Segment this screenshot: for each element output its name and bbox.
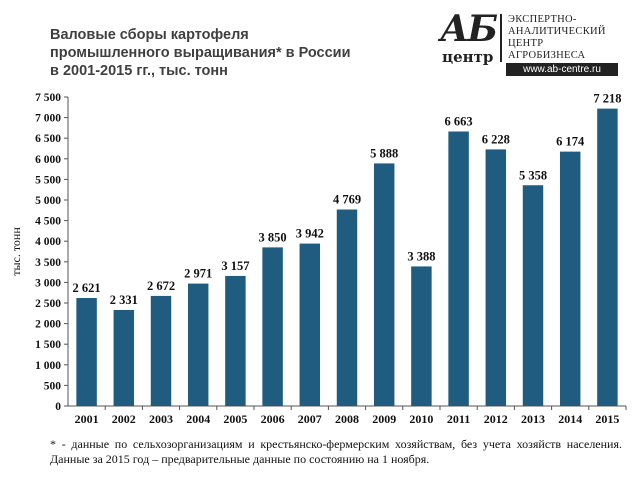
bar xyxy=(373,163,395,406)
chart-title: Валовые сборы картофеля промышленного вы… xyxy=(50,26,380,80)
bar xyxy=(225,275,246,406)
x-tick-label: 2001 xyxy=(75,412,99,426)
x-tick-label: 2005 xyxy=(223,412,247,426)
y-tick-label: 500 xyxy=(44,380,62,392)
y-tick-label: 4 000 xyxy=(35,236,61,248)
bar xyxy=(559,151,581,406)
x-tick-label: 2008 xyxy=(335,412,359,426)
y-tick-label: 5 000 xyxy=(35,195,61,207)
logo-line-4: АГРОБИЗНЕСА xyxy=(508,50,586,61)
bar-value-label: 2 331 xyxy=(110,293,138,307)
logo-line-1: ЭКСПЕРТНО- xyxy=(508,14,577,25)
bar-value-label: 7 218 xyxy=(593,92,621,106)
bar xyxy=(522,185,544,406)
logo-line-3: ЦЕНТР xyxy=(508,38,544,49)
bar-chart: 0 500 1 000 1 500 2 000 2 500 3 000 3 500 4 000 4… xyxy=(9,92,627,426)
bar xyxy=(187,283,209,406)
bar xyxy=(299,243,321,406)
x-tick-label: 2007 xyxy=(298,412,322,426)
chart-title-line-1: Валовые сборы картофеля xyxy=(50,27,249,43)
bar-value-label: 2 621 xyxy=(73,281,101,295)
x-tick-label: 2012 xyxy=(484,412,508,426)
x-tick-label: 2002 xyxy=(112,412,136,426)
bar xyxy=(448,131,469,406)
bar xyxy=(150,295,172,406)
ab-centre-logo: АБ центр ЭКСПЕРТНО- АНАЛИТИЧЕСКИЙ ЦЕНТР … xyxy=(436,8,626,76)
chart-title-line-3: в 2001-2015 гг., тыс. тонн xyxy=(50,63,228,79)
y-axis-title: тыс. тонн xyxy=(9,227,23,276)
y-tick-label: 5 500 xyxy=(35,174,61,186)
x-tick-label: 2013 xyxy=(521,412,545,426)
y-tick-label: 2 500 xyxy=(35,298,61,310)
y-tick-label: 3 500 xyxy=(35,257,61,269)
x-tick-label: 2003 xyxy=(149,412,173,426)
bar-value-label: 6 228 xyxy=(482,132,510,146)
footnote: * - данные по сельхозорганизациям и крес… xyxy=(50,437,622,466)
logo-mark-sub: центр xyxy=(442,48,494,66)
bar xyxy=(262,247,283,406)
logo-separator xyxy=(500,14,502,62)
bar xyxy=(76,298,97,406)
y-tick-label: 0 xyxy=(55,401,61,413)
bar-value-label: 3 942 xyxy=(296,227,324,241)
y-tick-label: 7 500 xyxy=(35,92,61,104)
bar xyxy=(113,309,135,406)
y-tick-label: 6 000 xyxy=(35,154,61,166)
x-tick-label: 2015 xyxy=(595,412,619,426)
bar xyxy=(336,209,358,406)
y-tick-label: 1 000 xyxy=(35,360,61,372)
x-tick-label: 2006 xyxy=(261,412,285,426)
bar-value-label: 4 769 xyxy=(333,193,361,207)
bar-value-label: 3 850 xyxy=(259,230,287,244)
x-tick-label: 2010 xyxy=(409,412,433,426)
bar-value-label: 6 663 xyxy=(445,114,473,128)
logo-text: ЭКСПЕРТНО- АНАЛИТИЧЕСКИЙ ЦЕНТР АГРОБИЗНЕ… xyxy=(508,14,606,62)
y-tick-label: 7 000 xyxy=(35,113,61,125)
bar-value-label: 5 358 xyxy=(519,168,547,182)
x-tick-label: 2009 xyxy=(372,412,396,426)
y-tick-label: 4 500 xyxy=(35,216,61,228)
y-tick-label: 1 500 xyxy=(35,339,61,351)
bar-value-label: 5 888 xyxy=(370,146,398,160)
chart-title-line-2: промышленного выращивания* в России xyxy=(50,45,351,61)
x-tick-label: 2011 xyxy=(447,412,470,426)
logo-line-2: АНАЛИТИЧЕСКИЙ xyxy=(508,26,606,37)
x-tick-label: 2004 xyxy=(186,412,210,426)
bar xyxy=(485,149,507,406)
y-tick-label: 6 500 xyxy=(35,133,61,145)
bar xyxy=(411,266,432,406)
x-tick-label: 2014 xyxy=(558,412,582,426)
y-tick-label: 3 000 xyxy=(35,277,61,289)
bar xyxy=(597,108,618,406)
bar-value-label: 6 174 xyxy=(556,135,585,149)
bar-value-label: 2 971 xyxy=(184,267,212,281)
bar-value-label: 3 388 xyxy=(407,249,435,263)
bar-value-label: 3 157 xyxy=(221,259,249,273)
bar-value-label: 2 672 xyxy=(147,279,175,293)
y-tick-label: 2 000 xyxy=(35,319,61,331)
logo-mark: АБ xyxy=(440,8,498,50)
logo-url: www.ab-centre.ru xyxy=(506,63,618,76)
